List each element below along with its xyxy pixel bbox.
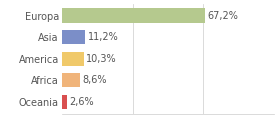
Bar [62,52,83,66]
Text: 8,6%: 8,6% [82,75,107,85]
Bar [62,95,67,109]
Text: 2,6%: 2,6% [70,97,94,107]
Text: 11,2%: 11,2% [88,32,119,42]
Bar [62,73,80,87]
Bar [62,9,205,23]
Text: 10,3%: 10,3% [86,54,117,64]
Text: 67,2%: 67,2% [207,11,238,21]
Bar [62,30,85,44]
